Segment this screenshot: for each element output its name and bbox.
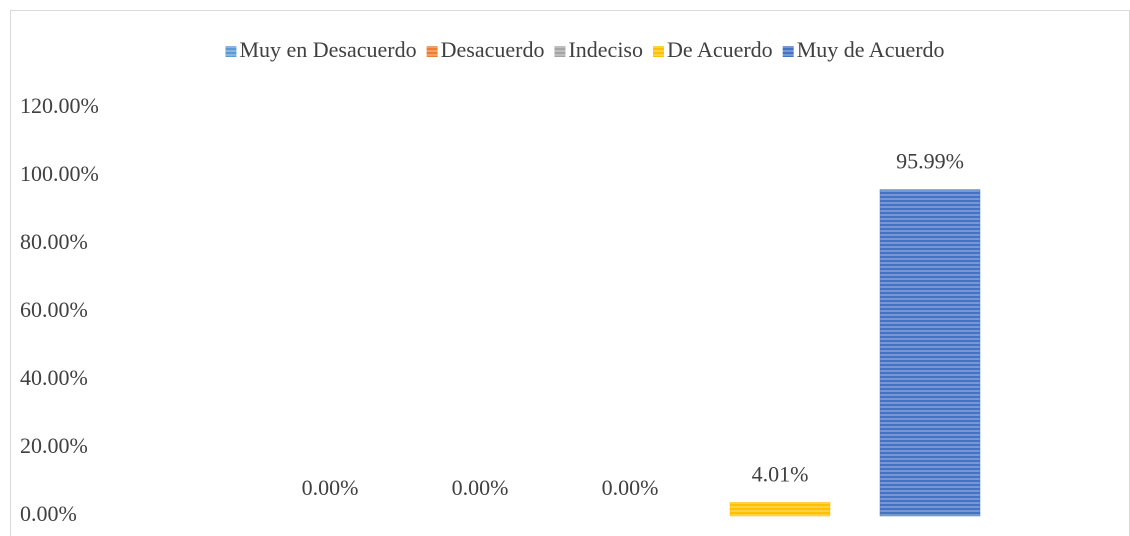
y-tick-label: 40.00% [20,365,88,390]
value-label: 95.99% [896,149,964,174]
y-tick-label: 20.00% [20,433,88,458]
legend-label: De Acuerdo [667,37,773,62]
legend: Muy en Desacuerdo Desacuerdo Indeciso De Ac… [225,37,945,62]
y-tick-label: 120.00% [20,93,99,118]
y-tick-label: 80.00% [20,229,88,254]
legend-label: Muy de Acuerdo [797,37,945,62]
bar [729,502,831,517]
value-label: 0.00% [302,475,359,500]
legend-swatch [782,46,794,57]
legend-swatch [653,46,664,57]
bar [879,189,981,517]
value-label: 0.00% [452,475,509,500]
legend-swatch [426,46,438,57]
legend-swatch [554,46,566,57]
legend-label: Indeciso [568,37,643,62]
legend-label: Muy en Desacuerdo [239,37,416,62]
legend-label: Desacuerdo [441,37,545,62]
legend-swatch [225,46,237,57]
value-label: 4.01% [752,461,809,486]
y-tick-label: 0.00% [20,501,77,526]
value-label: 0.00% [602,475,659,500]
y-tick-label: 100.00% [20,161,99,186]
y-tick-label: 60.00% [20,297,88,322]
